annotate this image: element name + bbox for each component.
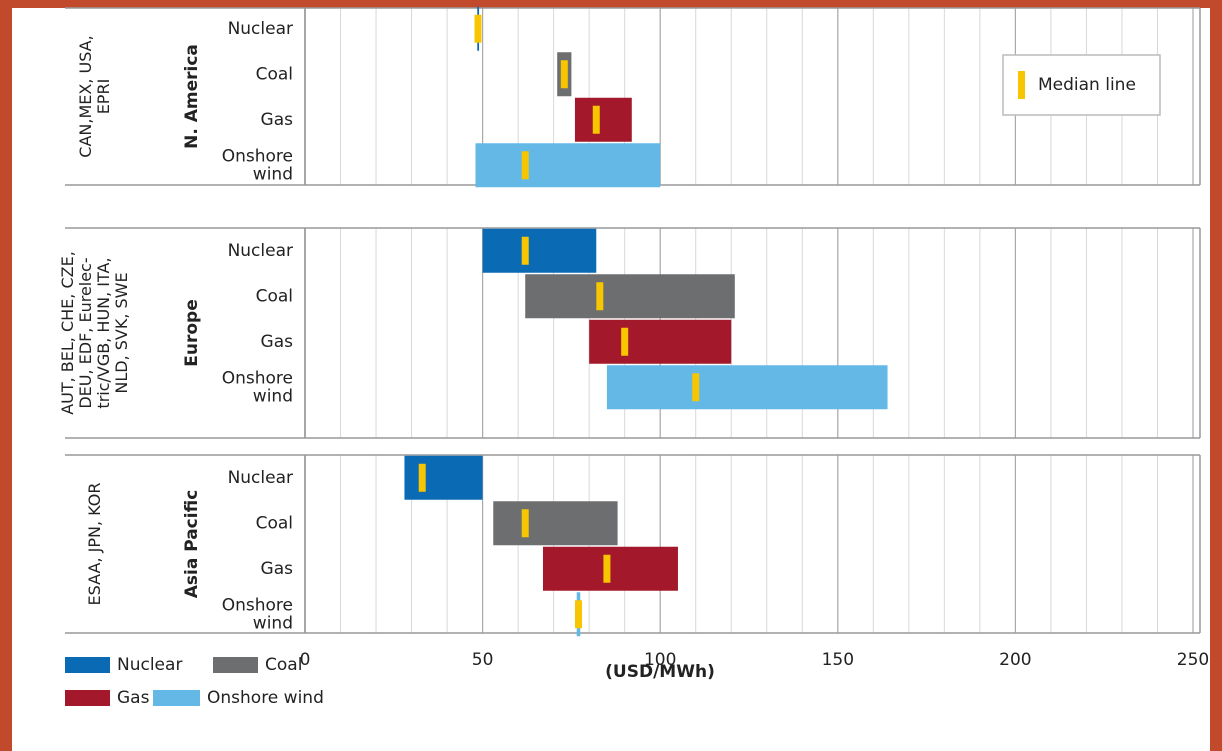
source-label: ESAA, JPN, KOR [85,483,104,606]
range-bar [475,143,661,188]
x-tick-label: 0 [300,650,311,670]
x-tick-label: 50 [472,650,494,670]
median-line [521,151,529,180]
category-line: Gas [261,332,294,352]
region-label: Europe [182,299,202,366]
source-label: AUT, BEL, CHE, CZE,DEU, EDF, Eurelec-tri… [58,251,131,415]
region-label: N. America [182,44,202,149]
category-line: Coal [256,64,293,84]
category-line: Nuclear [228,468,293,488]
legend-swatch [153,690,200,706]
x-tick-label: 250 [1177,650,1209,670]
median-line [603,554,611,583]
range-bar [493,501,618,546]
source-line: EPRI [94,79,113,115]
legend-swatch [213,657,258,673]
category-line: Gas [261,110,294,130]
category-label: Onshore wind [222,368,293,406]
category-line: Coal [256,513,293,533]
category-line: Coal [256,286,293,306]
category-label: Nuclear [228,241,293,261]
median-line [692,373,700,402]
category-label: Gas [261,110,294,130]
category-line: Onshore [222,146,293,166]
category-label: Gas [261,559,294,579]
category-label: Nuclear [228,19,293,39]
range-bar [589,319,732,364]
legend-label: Coal [265,655,302,675]
legend-swatch [65,690,110,706]
category-line: Nuclear [228,19,293,39]
category-label: Coal [256,513,293,533]
x-tick-label: 100 [644,650,676,670]
category-line: wind [253,613,293,633]
median-line [560,60,568,89]
x-axis-label: (USD/MWh) [605,662,715,682]
category-label: Onshore wind [222,595,293,633]
category-line: Nuclear [228,241,293,261]
range-bar [606,365,888,410]
category-line: Onshore [222,595,293,615]
range-bar [525,274,735,319]
legend-swatch [65,657,110,673]
median-legend-label: Median line [1038,75,1136,95]
source-line: NLD, SVK, SWE [112,272,131,393]
legend-label: Onshore wind [207,688,324,708]
range-bar [574,97,632,142]
category-label: Gas [261,332,294,352]
category-line: Gas [261,559,294,579]
category-line: wind [253,386,293,406]
median-line [621,327,629,356]
x-tick-label: 200 [999,650,1031,670]
median-legend-box [1002,54,1161,116]
source-line: DEU, EDF, Eurelec- [76,257,95,408]
x-tick-label: 150 [822,650,854,670]
category-label: Nuclear [228,468,293,488]
range-bar [404,455,483,500]
legend-label: Nuclear [117,655,182,675]
source-line: ESAA, JPN, KOR [85,483,104,606]
range-bar [482,228,597,273]
median-line [474,14,482,43]
median-legend-swatch [1018,71,1025,99]
median-line [575,600,583,629]
median-line [521,509,529,538]
median-line [418,463,426,492]
category-label: Onshore wind [222,146,293,184]
legend-label: Gas [117,688,150,708]
median-line [596,282,604,311]
source-line: AUT, BEL, CHE, CZE, [58,251,77,415]
median-line [592,105,600,134]
range-bar [542,546,678,591]
category-label: Coal [256,286,293,306]
category-label: Coal [256,64,293,84]
region-label: Asia Pacific [182,490,202,599]
source-line: CAN,MEX, USA, [76,35,95,157]
category-line: wind [253,164,293,184]
category-line: Onshore [222,368,293,388]
source-label: CAN,MEX, USA,EPRI [76,35,113,157]
median-line [521,236,529,265]
source-line: tric/VGB, HUN, ITA, [94,257,113,408]
